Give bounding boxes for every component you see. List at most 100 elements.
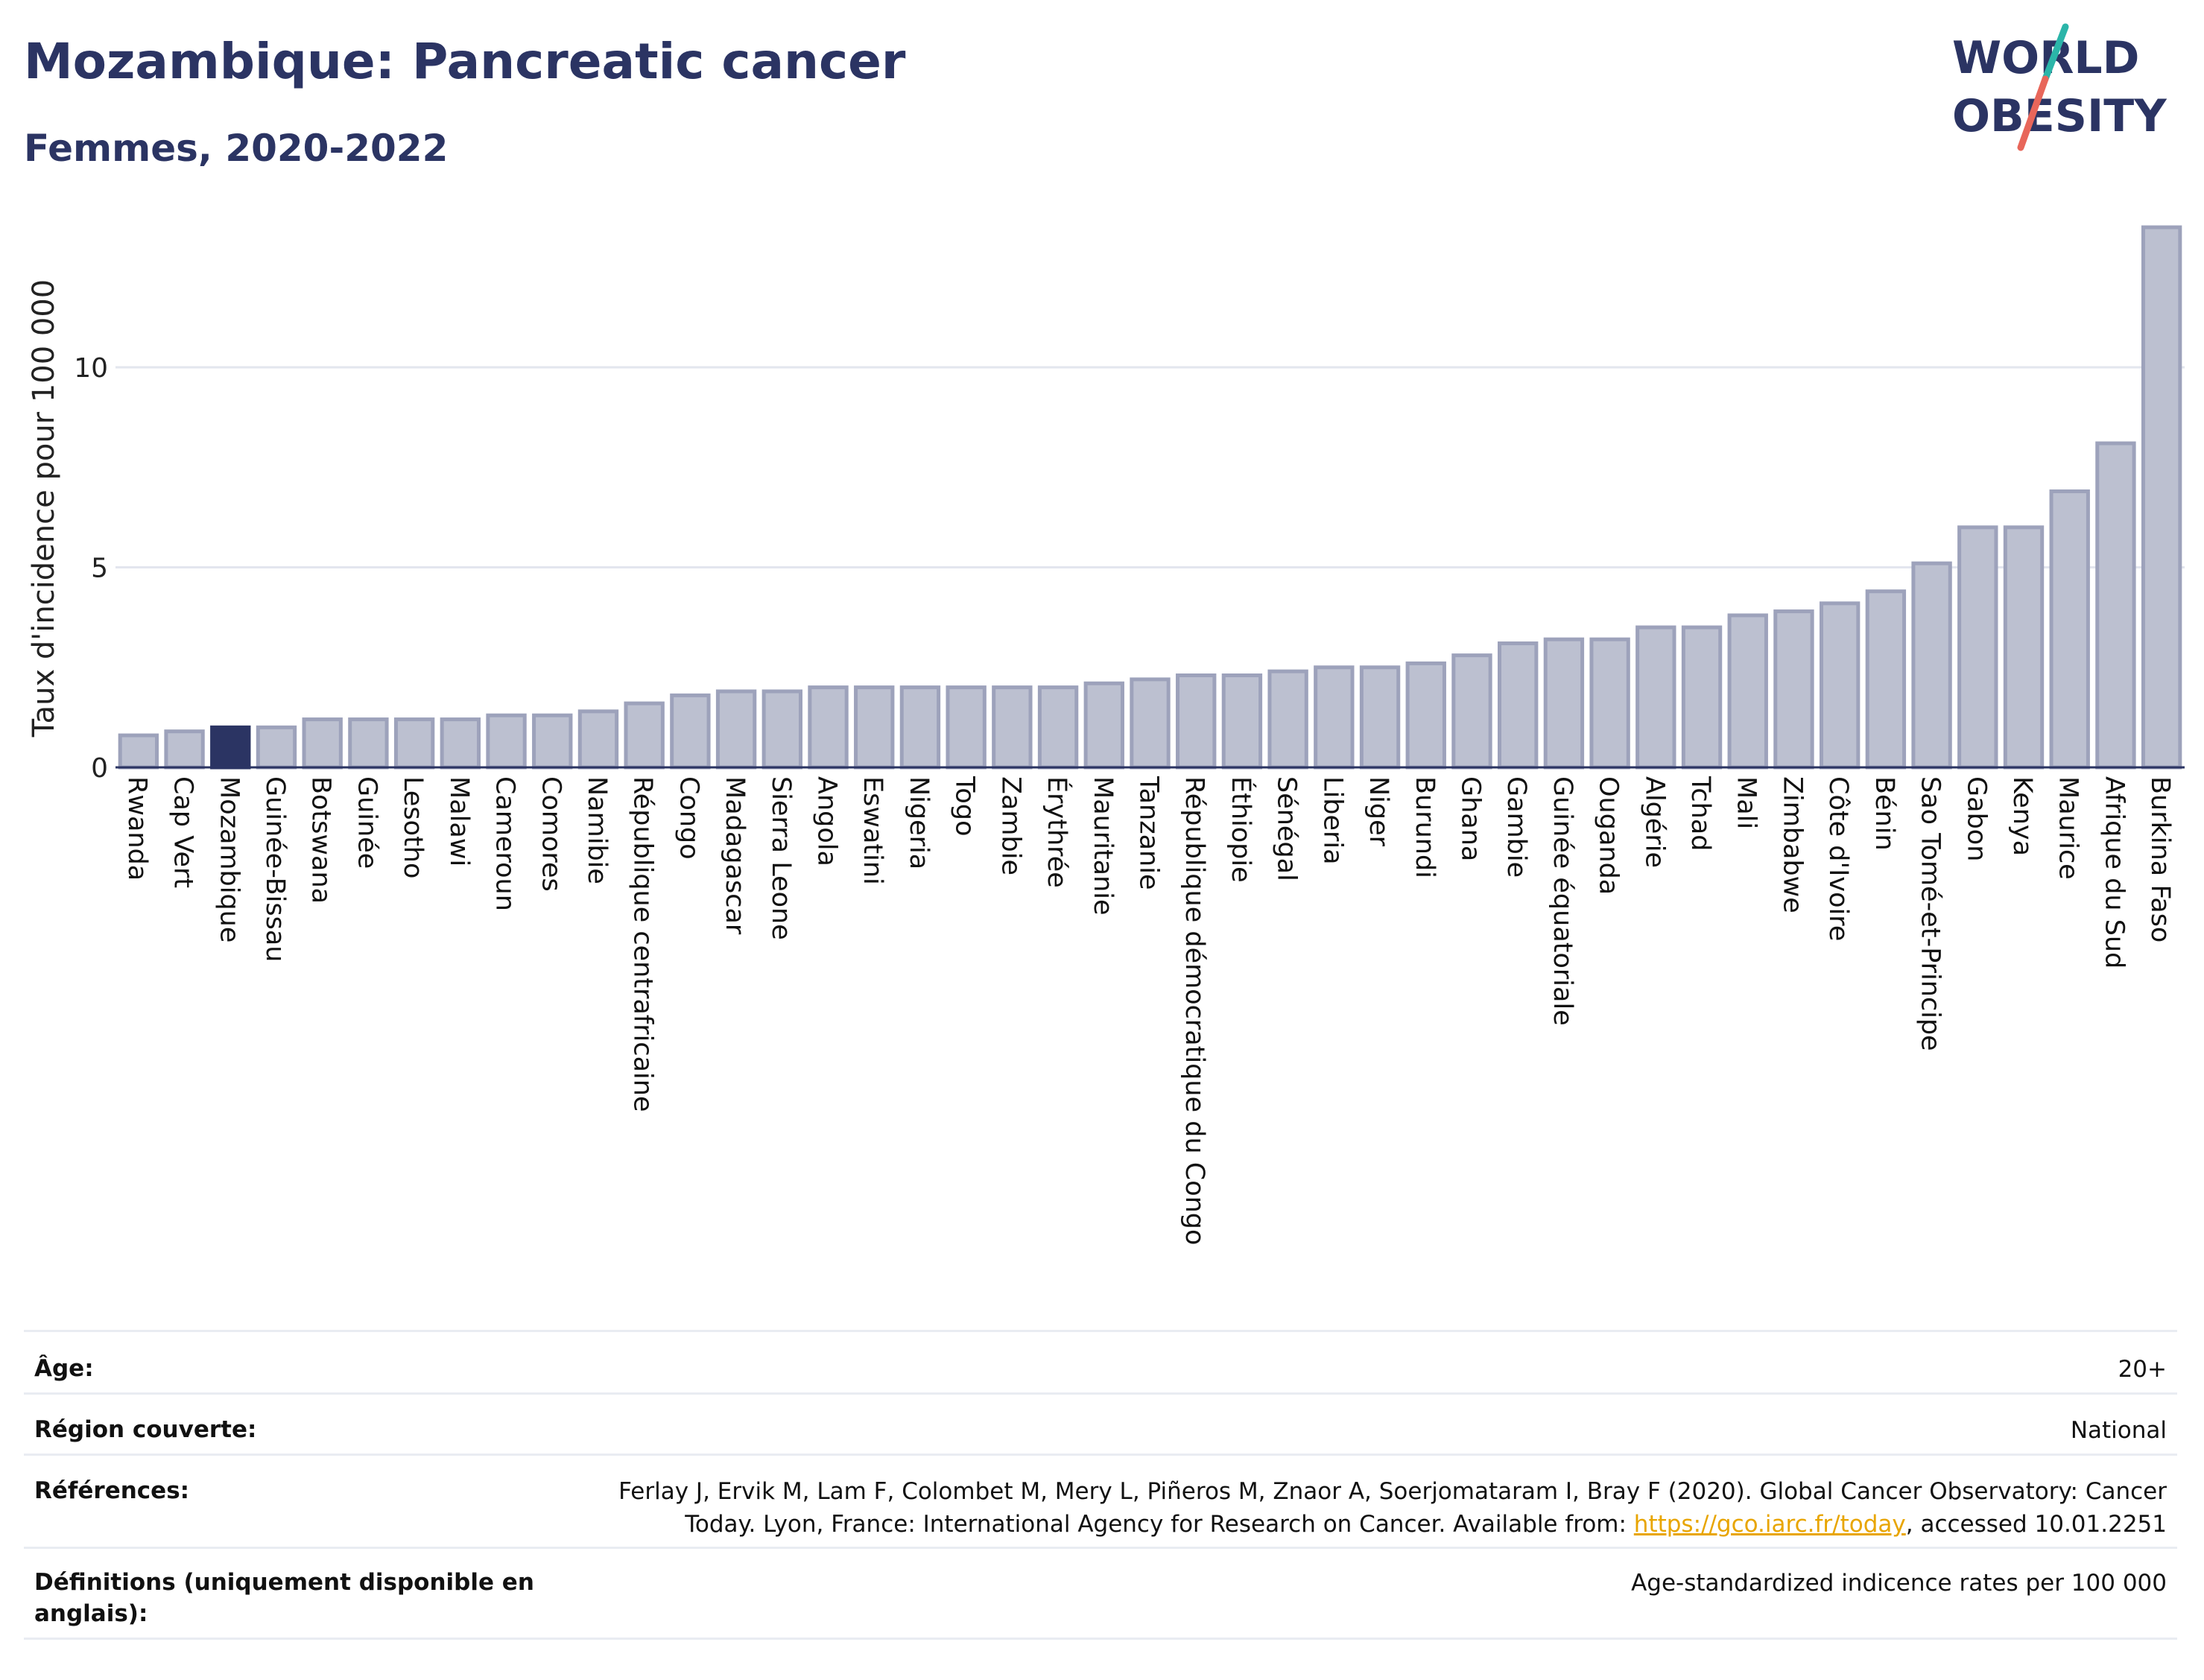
bars <box>118 225 2182 770</box>
x-tick-label: Malawi <box>444 776 474 866</box>
x-tick-label: Togo <box>950 776 980 836</box>
x-tick-label: Rwanda <box>122 776 152 881</box>
bar-cap-vert <box>164 729 205 770</box>
bar-zambie <box>992 685 1033 770</box>
x-tick-label: Algérie <box>1639 776 1669 868</box>
x-tick-label: Liberia <box>1317 776 1347 865</box>
bar-lesotho <box>393 717 435 770</box>
x-tick-label: Kenya <box>2007 776 2037 856</box>
logo-slash-top-icon <box>2042 23 2069 83</box>
x-tick-label: Sénégal <box>1272 776 1302 881</box>
bar-r-publique-centrafricaine <box>624 701 665 770</box>
meta-value-references: Ferlay J, Ervik M, Lam F, Colombet M, Me… <box>617 1475 2177 1541</box>
logo-text-obesity: OBESITY <box>1952 90 2167 142</box>
x-tick-label: Guinée équatoriale <box>1548 776 1577 1026</box>
meta-row-references: Références: Ferlay J, Ervik M, Lam F, Co… <box>24 1454 2177 1547</box>
bar-congo <box>670 693 711 770</box>
x-tick-label: Éthiopie <box>1226 776 1257 883</box>
bar-botswana <box>302 717 343 770</box>
world-obesity-logo: WORLD OBESITY <box>1952 23 2167 151</box>
x-tick-label: République centrafricaine <box>628 776 658 1112</box>
y-axis-label: Taux d'incidence pour 100 000 <box>27 279 61 738</box>
x-tick-label: Bénin <box>1869 776 1899 851</box>
x-tick-label: Mozambique <box>214 776 244 942</box>
x-tick-label: Guinée-Bissau <box>260 776 290 963</box>
x-tick-label: République démocratique du Congo <box>1179 776 1209 1245</box>
bar--thiopie <box>1221 673 1263 770</box>
bar-chart: 0 5 10 Rwanda Cap Vert Mozambique Guinée-Biss… <box>27 225 2185 1245</box>
bar--rythr-e <box>1037 685 1079 770</box>
bar-malawi <box>440 717 481 770</box>
x-tick-label: Zambie <box>995 776 1025 875</box>
x-tick-label: Afrique du Sud <box>2099 776 2129 969</box>
x-tick-label: Tanzanie <box>1134 776 1164 890</box>
bar-mauritanie <box>1083 681 1124 770</box>
x-tick-label: Mauritanie <box>1088 776 1118 916</box>
y-tick-label: 5 <box>91 554 108 584</box>
bar-tchad <box>1681 625 1723 770</box>
x-tick-label: Congo <box>674 776 703 860</box>
axes: 0 5 10 <box>74 353 2185 784</box>
bar-maurice <box>2049 489 2090 770</box>
meta-row-age: Âge: 20+ <box>24 1330 2177 1392</box>
x-tick-label: Zimbabwe <box>1777 776 1807 913</box>
bar-rwanda <box>118 733 159 770</box>
bar-togo <box>946 685 987 770</box>
bar-guin-e-quatoriale <box>1543 637 1585 770</box>
bar-mali <box>1727 613 1768 770</box>
x-tick-label: Niger <box>1364 776 1393 847</box>
x-tick-label: Madagascar <box>720 776 750 935</box>
bar-afrique-du-sud <box>2095 441 2136 770</box>
x-tick-label: Lesotho <box>398 776 428 878</box>
bar-burundi <box>1405 661 1446 770</box>
references-link[interactable]: https://gco.iarc.fr/today <box>1633 1511 1906 1538</box>
bar-s-n-gal <box>1267 669 1308 770</box>
bar-comores <box>532 713 573 770</box>
x-tick-label: Tchad <box>1685 776 1715 852</box>
x-tick-label: Érythrée <box>1042 776 1073 888</box>
meta-label-references: Références: <box>34 1477 190 1504</box>
references-accessed: , accessed 10.01.2251 <box>1905 1511 2167 1538</box>
meta-label-definitions: Définitions (uniquement disponible en an… <box>34 1569 534 1627</box>
x-tick-label: Maurice <box>2053 776 2083 880</box>
x-tick-label: Burkina Faso <box>2145 776 2175 942</box>
bar-r-publique-d-mocratique-du-congo <box>1176 673 1217 770</box>
bar-sao-tom-et-principe <box>1911 561 1952 770</box>
x-tick-label: Sierra Leone <box>766 776 796 940</box>
x-tick-label: Namibie <box>582 776 612 884</box>
category-labels: Rwanda Cap Vert Mozambique Guinée-Bissau Bot… <box>122 776 2175 1245</box>
x-tick-label: Gabon <box>1961 776 1991 861</box>
x-tick-label: Nigeria <box>904 776 934 869</box>
bar-ghana <box>1451 653 1492 770</box>
references-text: Ferlay J, Ervik M, Lam F, Colombet M, Me… <box>618 1478 2167 1538</box>
x-tick-label: Burundi <box>1410 776 1440 878</box>
bar-c-te-d-ivoire <box>1819 601 1861 770</box>
x-tick-label: Mali <box>1732 776 1761 829</box>
bar-b-nin <box>1865 589 1907 770</box>
bar-gambie <box>1498 641 1539 770</box>
meta-value-definitions: Age-standardized indicence rates per 100… <box>1631 1570 2167 1597</box>
x-tick-label: Cameroun <box>490 776 520 911</box>
bar-zimbabwe <box>1773 609 1814 770</box>
meta-row-definitions: Définitions (uniquement disponible en an… <box>24 1547 2177 1640</box>
x-tick-label: Botswana <box>306 776 336 904</box>
meta-label-age: Âge: <box>34 1355 94 1382</box>
y-tick-label: 10 <box>74 353 108 384</box>
x-tick-label: Ghana <box>1455 776 1485 861</box>
bar-angola <box>808 685 849 770</box>
logo-slash-bottom-icon <box>2017 75 2049 151</box>
x-tick-label: Ouganda <box>1594 776 1624 895</box>
x-tick-label: Sao Tomé-et-Principe <box>1916 776 1945 1051</box>
x-tick-label: Côte d'Ivoire <box>1823 776 1853 941</box>
bar-burkina-faso <box>2141 225 2182 770</box>
grid-lines <box>115 366 2185 568</box>
bar-mozambique <box>210 725 251 770</box>
x-tick-label: Cap Vert <box>168 776 198 888</box>
bar-madagascar <box>715 689 757 770</box>
x-tick-label: Guinée <box>352 776 381 869</box>
bar-alg-rie <box>1635 625 1676 770</box>
bar-tanzanie <box>1130 677 1171 770</box>
meta-value-region: National <box>2070 1417 2167 1444</box>
bar-sierra-leone <box>761 689 802 770</box>
bar-gabon <box>1957 525 1998 770</box>
